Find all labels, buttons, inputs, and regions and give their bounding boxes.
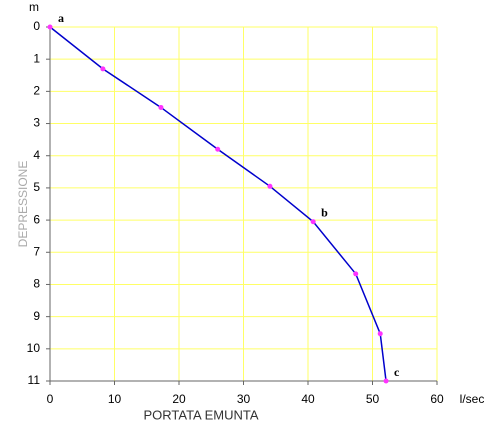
point (215, 146, 221, 152)
y-tick-label: 4 (33, 148, 40, 162)
point (310, 219, 316, 225)
x-tick-label: 10 (108, 392, 122, 406)
x-tick-label: 40 (301, 392, 315, 406)
x-axis-label: PORTATA EMUNTA (143, 407, 258, 422)
annotation: a (58, 11, 64, 25)
annotation: b (321, 205, 328, 219)
y-tick-label: 7 (33, 244, 40, 258)
point (353, 271, 359, 277)
x-tick-label: 30 (237, 392, 251, 406)
point (267, 183, 273, 189)
data-line (49, 26, 387, 382)
x-unit: l/sec (460, 392, 485, 406)
y-tick-label: 10 (27, 341, 41, 355)
y-tick-label: 2 (33, 84, 40, 98)
y-tick-label: 5 (33, 180, 40, 194)
y-tick-label: 3 (33, 116, 40, 130)
x-tick-label: 0 (47, 392, 54, 406)
x-tick-label: 20 (172, 392, 186, 406)
x-tick-label: 50 (366, 392, 380, 406)
x-tick-label: 60 (430, 392, 444, 406)
y-tick-label: 11 (28, 373, 41, 387)
annotation: c (394, 365, 400, 379)
point (383, 378, 389, 384)
y-tick-label: 6 (33, 212, 40, 226)
y-unit: m (29, 0, 39, 14)
point (158, 104, 164, 110)
point (100, 66, 106, 72)
y-tick-label: 1 (33, 51, 40, 65)
y-tick-label: 0 (33, 19, 40, 33)
y-tick-label: 9 (33, 309, 40, 323)
point (377, 331, 383, 337)
point (47, 24, 53, 30)
y-tick-label: 8 (33, 277, 40, 291)
y-axis-label: DEPRESSIONE (16, 161, 30, 248)
